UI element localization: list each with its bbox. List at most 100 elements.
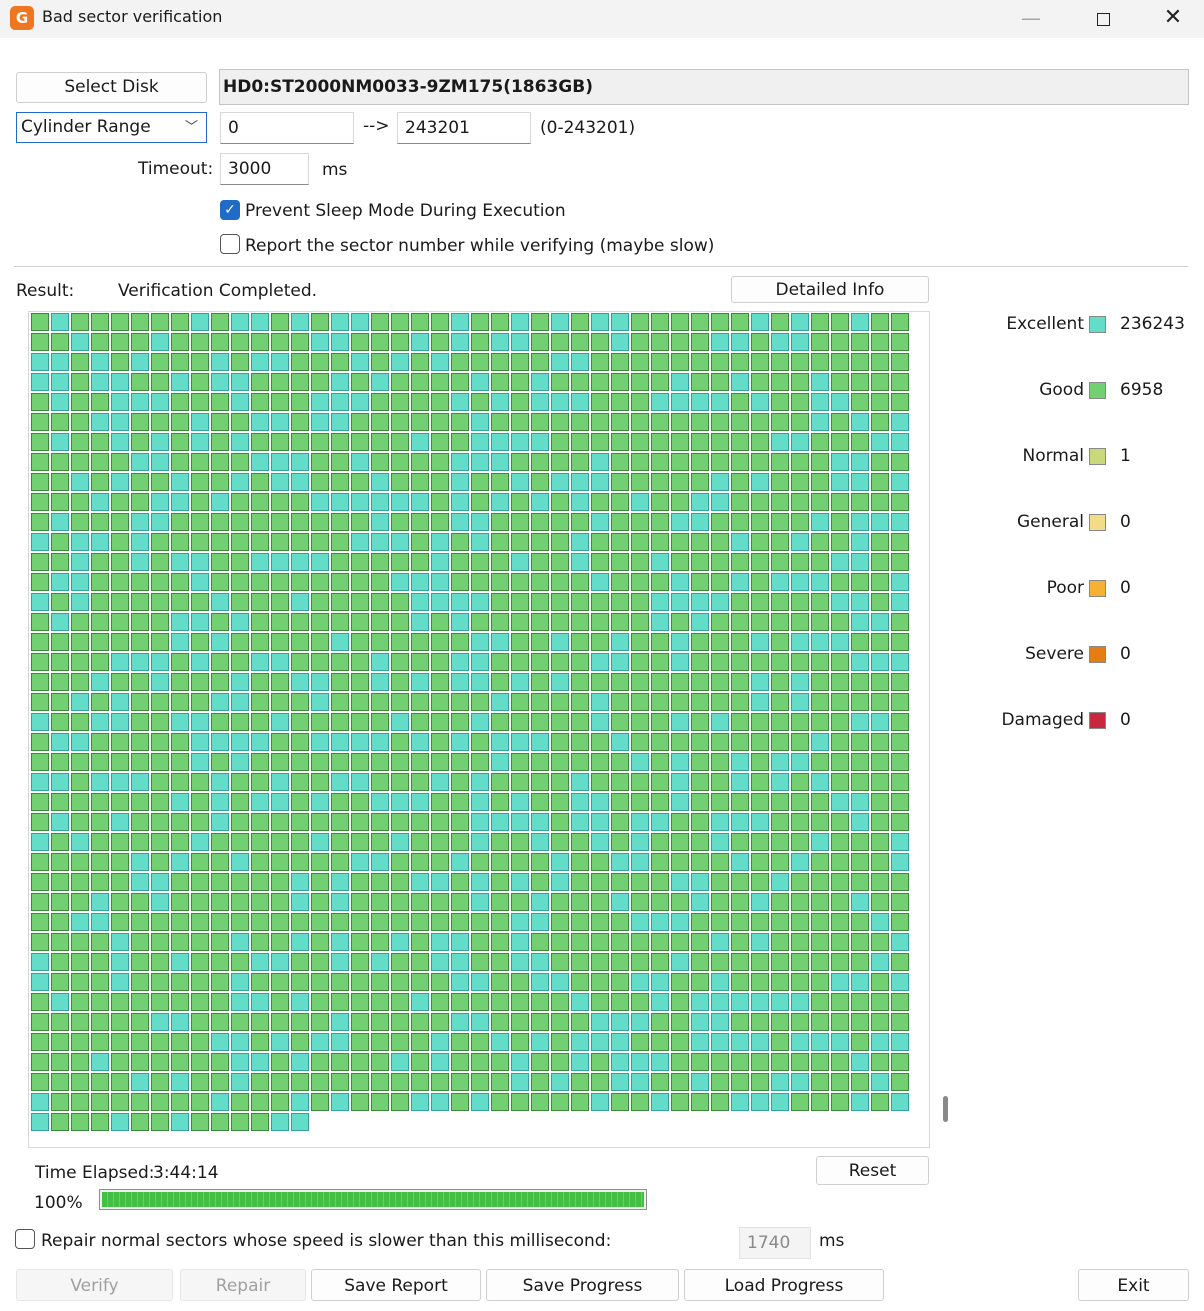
sector-block — [531, 893, 549, 911]
sector-block — [251, 573, 269, 591]
sector-block — [411, 933, 429, 951]
sector-block — [791, 633, 809, 651]
sector-block — [891, 1073, 909, 1091]
prevent-sleep-checkbox[interactable]: ✓ — [220, 200, 240, 220]
sector-block — [871, 453, 889, 471]
save-progress-button[interactable]: Save Progress — [486, 1269, 679, 1301]
range-mode-select[interactable]: Cylinder Range ﹀ — [16, 112, 207, 143]
sector-block — [311, 893, 329, 911]
progress-bar — [99, 1189, 647, 1210]
sector-block — [691, 513, 709, 531]
sector-block — [851, 973, 869, 991]
sector-block — [591, 453, 609, 471]
sector-block — [611, 1013, 629, 1031]
select-disk-button[interactable]: Select Disk — [16, 72, 207, 103]
sector-block — [851, 613, 869, 631]
save-report-button[interactable]: Save Report — [311, 1269, 481, 1301]
sector-block — [151, 653, 169, 671]
sector-block — [611, 473, 629, 491]
sector-block — [771, 353, 789, 371]
sector-block — [391, 1093, 409, 1111]
detailed-info-button[interactable]: Detailed Info — [731, 276, 929, 303]
exit-button[interactable]: Exit — [1078, 1269, 1189, 1301]
range-start-input[interactable]: 0 — [220, 112, 354, 144]
reset-button[interactable]: Reset — [816, 1156, 929, 1185]
sector-block — [751, 793, 769, 811]
sector-block — [471, 373, 489, 391]
verify-button[interactable]: Verify — [16, 1269, 173, 1301]
sector-block — [811, 1033, 829, 1051]
sector-block — [811, 693, 829, 711]
sector-block — [751, 1073, 769, 1091]
sector-block — [251, 1093, 269, 1111]
sector-block — [591, 573, 609, 591]
sector-block — [391, 353, 409, 371]
sector-block — [431, 953, 449, 971]
repair-threshold-input[interactable]: 1740 — [739, 1227, 811, 1259]
repair-button[interactable]: Repair — [180, 1269, 306, 1301]
scrollbar-thumb[interactable] — [943, 1096, 948, 1122]
close-icon[interactable]: ✕ — [1163, 5, 1183, 30]
sector-block — [791, 313, 809, 331]
sector-block — [391, 1013, 409, 1031]
sector-block — [891, 953, 909, 971]
sector-block — [91, 933, 109, 951]
sector-block — [631, 1013, 649, 1031]
range-end-input[interactable]: 243201 — [397, 112, 531, 144]
report-sector-checkbox[interactable] — [220, 234, 240, 254]
sector-block — [611, 653, 629, 671]
sector-block — [691, 313, 709, 331]
sector-block — [31, 433, 49, 451]
sector-block — [271, 393, 289, 411]
sector-block — [591, 593, 609, 611]
sector-block — [331, 393, 349, 411]
sector-block — [351, 873, 369, 891]
sector-block — [431, 1053, 449, 1071]
sector-block — [731, 1073, 749, 1091]
sector-block — [71, 413, 89, 431]
sector-block — [671, 1013, 689, 1031]
sector-block — [711, 933, 729, 951]
legend-count: 6958 — [1120, 380, 1164, 400]
sector-block — [871, 893, 889, 911]
sector-block — [871, 533, 889, 551]
sector-block — [891, 413, 909, 431]
sector-block — [651, 353, 669, 371]
legend-count: 0 — [1120, 710, 1131, 730]
sector-block — [811, 873, 829, 891]
sector-block — [411, 713, 429, 731]
sector-block — [231, 1013, 249, 1031]
sector-block — [411, 373, 429, 391]
sector-block — [791, 853, 809, 871]
sector-block — [531, 653, 549, 671]
sector-block — [611, 893, 629, 911]
legend-label: Normal — [1022, 446, 1084, 466]
sector-block — [451, 433, 469, 451]
sector-block — [171, 993, 189, 1011]
timeout-input[interactable]: 3000 — [220, 153, 309, 185]
sector-block — [811, 733, 829, 751]
sector-block — [91, 413, 109, 431]
load-progress-button[interactable]: Load Progress — [684, 1269, 884, 1301]
sector-block — [851, 473, 869, 491]
sector-block — [611, 373, 629, 391]
legend-swatch — [1089, 448, 1106, 465]
sector-block — [571, 413, 589, 431]
legend-swatch — [1089, 514, 1106, 531]
sector-block — [791, 1013, 809, 1031]
sector-block — [471, 1033, 489, 1051]
sector-block — [431, 493, 449, 511]
sector-block — [91, 973, 109, 991]
sector-block — [251, 313, 269, 331]
sector-block — [871, 933, 889, 951]
sector-block — [491, 413, 509, 431]
repair-slow-checkbox[interactable] — [15, 1229, 35, 1249]
sector-block — [111, 313, 129, 331]
sector-block — [251, 873, 269, 891]
sector-block — [111, 453, 129, 471]
minimize-icon[interactable]: — — [1021, 6, 1041, 30]
sector-block — [531, 773, 549, 791]
sector-block — [691, 433, 709, 451]
sector-block — [611, 853, 629, 871]
maximize-icon[interactable] — [1068, 0, 1138, 38]
